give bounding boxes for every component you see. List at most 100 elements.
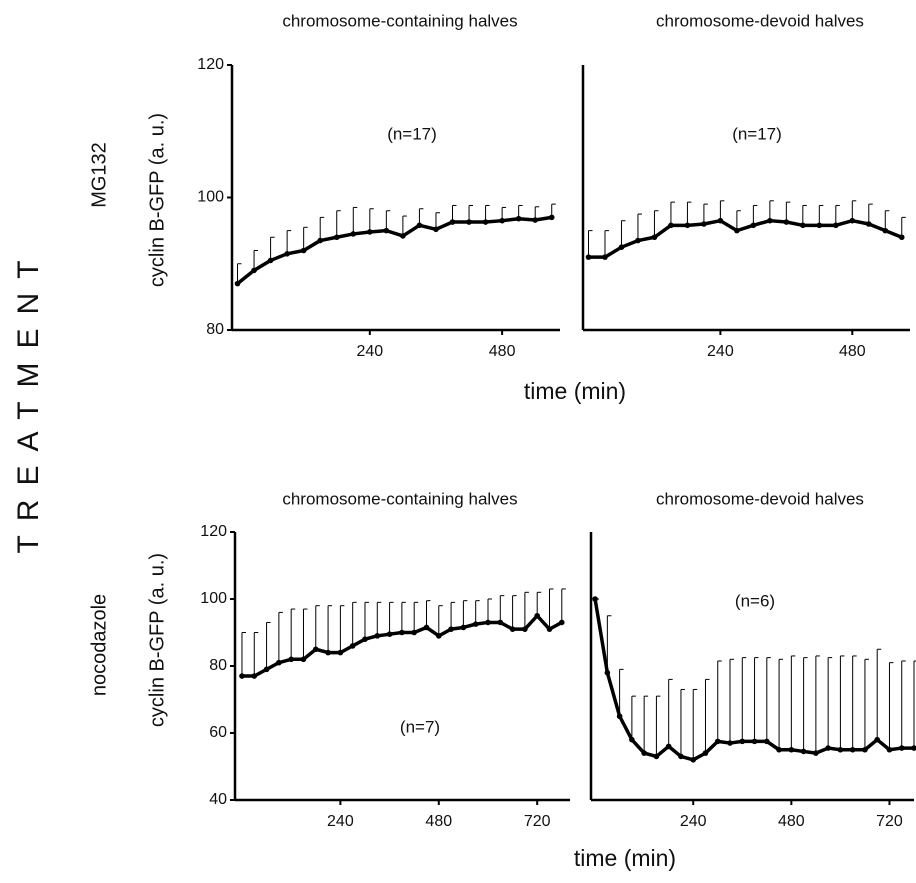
data-point xyxy=(416,222,423,229)
data-point xyxy=(911,745,916,751)
data-point xyxy=(882,227,889,234)
y-tick-label: 80 xyxy=(206,321,224,338)
data-point xyxy=(898,745,905,751)
data-line xyxy=(236,215,553,285)
data-point xyxy=(482,219,489,225)
data-point xyxy=(399,629,405,636)
x-tick-label: 240 xyxy=(707,343,734,360)
data-point xyxy=(423,624,430,631)
data-point xyxy=(701,221,707,227)
data-point xyxy=(509,626,516,632)
data-point xyxy=(349,643,356,649)
x-tick-label: 720 xyxy=(876,813,903,830)
data-point xyxy=(702,750,709,756)
data-point xyxy=(783,219,790,225)
y-axis-label: cyclin B-GFP (a. u.) xyxy=(146,113,168,287)
data-point xyxy=(690,757,697,763)
data-point xyxy=(312,646,319,653)
data-point xyxy=(558,619,565,626)
x-tick-label: 480 xyxy=(425,813,452,830)
data-point xyxy=(739,738,746,745)
data-point xyxy=(386,631,393,637)
panel-title: chromosome-devoid halves xyxy=(656,489,864,508)
data-point xyxy=(337,649,344,656)
data-point xyxy=(383,227,390,234)
data-point xyxy=(532,217,538,223)
data-point xyxy=(833,222,839,229)
data-point xyxy=(849,217,856,224)
data-point xyxy=(460,624,467,631)
data-point xyxy=(333,234,340,241)
data-point xyxy=(317,237,324,244)
data-point xyxy=(653,753,660,760)
data-point xyxy=(734,227,740,234)
data-point xyxy=(466,219,472,225)
data-point xyxy=(767,217,773,224)
x-tick-label: 480 xyxy=(489,343,516,360)
data-point xyxy=(546,626,553,632)
data-point xyxy=(668,222,674,229)
x-axis-label: time (min) xyxy=(524,378,626,404)
data-point xyxy=(776,746,782,753)
data-point xyxy=(602,254,608,260)
data-point xyxy=(300,247,307,254)
data-point xyxy=(665,743,672,750)
row-label: nocodazole xyxy=(88,594,110,696)
data-point xyxy=(276,659,282,666)
annotation: (n=17) xyxy=(732,124,782,143)
data-point xyxy=(678,753,684,760)
data-point xyxy=(865,221,872,227)
y-tick-label: 100 xyxy=(200,590,227,607)
data-point xyxy=(374,633,381,639)
data-point xyxy=(714,738,721,745)
data-point xyxy=(684,222,691,229)
data-point xyxy=(485,619,491,626)
data-point xyxy=(635,237,641,244)
annotation: (n=6) xyxy=(735,591,775,610)
data-point xyxy=(874,736,881,743)
y-tick-label: 120 xyxy=(197,56,224,73)
data-point xyxy=(350,231,357,237)
panel-title: chromosome-devoid halves xyxy=(656,11,864,30)
data-point xyxy=(788,746,795,753)
data-point xyxy=(825,745,831,751)
data-point xyxy=(400,233,406,239)
x-tick-label: 240 xyxy=(680,813,707,830)
data-point xyxy=(717,217,724,224)
y-tick-label: 120 xyxy=(200,523,227,540)
data-point xyxy=(435,633,442,639)
data-point xyxy=(448,626,454,632)
data-point xyxy=(263,666,270,673)
data-point xyxy=(849,746,856,753)
x-tick-label: 480 xyxy=(778,813,805,830)
data-point xyxy=(616,713,623,720)
x-tick-label: 720 xyxy=(524,813,551,830)
x-axis-label: time (min) xyxy=(574,845,676,871)
data-point xyxy=(234,280,241,287)
data-point xyxy=(898,234,905,241)
data-point xyxy=(411,629,417,636)
data-point xyxy=(862,746,868,753)
data-point xyxy=(472,621,479,627)
data-point xyxy=(367,229,373,235)
data-point xyxy=(629,736,635,743)
data-point xyxy=(750,222,757,229)
x-tick-label: 240 xyxy=(356,343,383,360)
data-point xyxy=(886,746,893,753)
data-point xyxy=(251,673,258,679)
data-point xyxy=(800,222,806,229)
panel-title: chromosome-containing halves xyxy=(282,11,517,30)
data-point xyxy=(534,612,540,619)
data-point xyxy=(449,219,456,225)
data-line xyxy=(588,218,903,259)
data-point xyxy=(585,254,592,260)
data-point xyxy=(592,596,598,602)
data-point xyxy=(515,215,522,222)
data-point xyxy=(300,656,307,663)
data-point xyxy=(325,649,331,656)
data-point xyxy=(764,738,770,745)
data-point xyxy=(362,636,368,642)
annotation: (n=17) xyxy=(387,124,437,143)
data-point xyxy=(813,750,819,756)
